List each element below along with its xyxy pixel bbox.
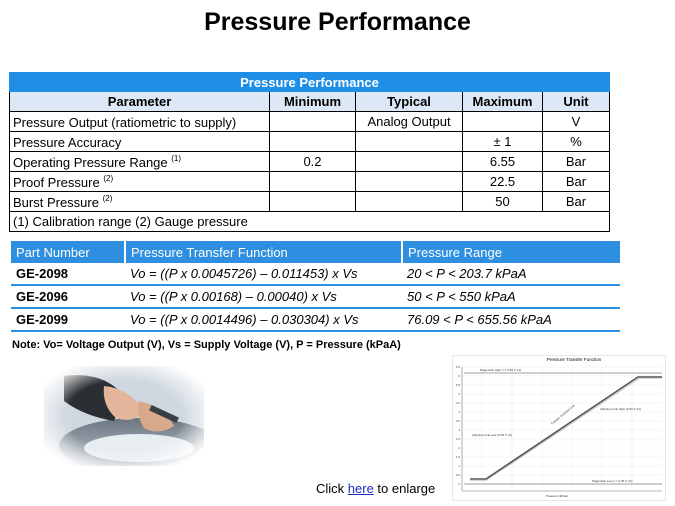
transfer-function: Vo = ((P x 0.0045726) – 0.011453) x Vs [125,263,402,286]
cell-parameter: Pressure Output (ratiometric to supply) [9,111,270,132]
y-tick: 6 [458,374,460,378]
part-header-row: Part Number Pressure Transfer Function P… [11,241,620,263]
cell-typical [355,151,463,172]
performance-table: Pressure Performance Parameter Minimum T… [9,72,610,232]
graph-title: Pressure Transfer Function [547,357,602,362]
clipping-high-label: Clipping Limit High (0.93 X Vs) [600,407,641,411]
cell-parameter: Proof Pressure (2) [9,171,270,192]
part-row: GE-2098 Vo = ((P x 0.0045726) – 0.011453… [11,263,620,286]
header-minimum: Minimum [269,91,356,112]
cell-unit: % [542,131,610,152]
part-number: GE-2098 [11,263,125,286]
enlarge-link[interactable]: here [347,481,374,496]
header-transfer-function: Pressure Transfer Function [125,241,403,263]
cell-maximum: 22.5 [462,171,543,192]
pressure-range: 76.09 < P < 655.56 kPaA [402,308,620,332]
y-tick: 3 [458,428,460,432]
table-row: Proof Pressure (2) 22.5 Bar [9,171,610,192]
y-tick: 4 [458,410,460,414]
y-tick: 5.5 [456,383,461,387]
enlarge-suffix: to enlarge [373,481,436,496]
header-pressure-range: Pressure Range [402,241,620,263]
cell-minimum [269,171,356,192]
cell-unit: Bar [542,151,610,172]
y-tick: 0 [458,482,460,486]
part-number: GE-2099 [11,308,125,332]
diagnostic-low-label: Diagnostic Low (<= 0.05 X Vs) [592,479,633,483]
cell-maximum: ± 1 [462,131,543,152]
cell-maximum [462,111,543,132]
pressure-range: 20 < P < 203.7 kPaA [402,263,620,286]
y-tick: 0.5 [456,473,461,477]
y-tick: 4.5 [456,401,461,405]
cell-parameter: Pressure Accuracy [9,131,270,152]
table-caption: Pressure Performance [9,72,610,92]
page-title: Pressure Performance [204,8,471,36]
cell-typical [355,171,463,192]
diagnostic-high-label: Diagnostic High (>= 0.95 X Vs) [480,368,521,372]
transfer-function: Vo = ((P x 0.00168) – 0.00040) x Vs [125,285,402,309]
header-maximum: Maximum [462,91,543,112]
transfer-function: Vo = ((P x 0.0014496) – 0.030304) x Vs [125,308,402,332]
cell-maximum: 50 [462,191,543,212]
cell-maximum: 6.55 [462,151,543,172]
header-unit: Unit [542,91,610,112]
y-tick: 6.5 [456,365,461,369]
header-part-number: Part Number [11,241,126,263]
table-row: Pressure Output (ratiometric to supply) … [9,111,610,132]
table-header-row: Parameter Minimum Typical Maximum Unit [9,91,610,112]
transfer-function-line [470,376,662,480]
y-tick: 5 [458,392,460,396]
cell-minimum [269,191,356,212]
part-row: GE-2096 Vo = ((P x 0.00168) – 0.00040) x… [11,285,620,309]
tire-sensor-photo [44,366,204,466]
pressure-range: 50 < P < 550 kPaA [402,285,620,309]
clipping-low-label: Clipping Limit Low (0.05 X Vs) [472,433,512,437]
transfer-function-shadow [470,378,662,481]
table-row: Operating Pressure Range (1) 0.2 6.55 Ba… [9,151,610,172]
cell-unit: Bar [542,171,610,192]
part-number-table: Part Number Pressure Transfer Function P… [11,241,620,332]
y-tick: 1.5 [456,455,461,459]
footnote-row: (1) Calibration range (2) Gauge pressure [9,211,610,232]
cell-parameter: Operating Pressure Range (1) [9,151,270,172]
table-footnote: (1) Calibration range (2) Gauge pressure [9,211,610,232]
header-parameter: Parameter [9,91,270,112]
cell-minimum [269,111,356,132]
part-row: GE-2099 Vo = ((P x 0.0014496) – 0.030304… [11,308,620,332]
x-axis-label: Pressure (kPaA) [546,494,568,498]
cell-typical: Analog Output [355,111,463,132]
transfer-function-graph[interactable]: Pressure Transfer Function 6.5 6 5.5 5 4… [452,355,666,501]
cell-unit: V [542,111,610,132]
cell-minimum: 0.2 [269,151,356,172]
cell-typical [355,131,463,152]
y-tick: 2.5 [456,437,461,441]
header-typical: Typical [355,91,463,112]
table-row: Pressure Accuracy ± 1 % [9,131,610,152]
enlarge-prefix: Click [316,481,348,496]
y-tick: 2 [458,446,460,450]
cell-parameter: Burst Pressure (2) [9,191,270,212]
note-text: Note: Vo= Voltage Output (V), Vs = Suppl… [12,339,401,351]
enlarge-caption: Click here to enlarge [316,481,435,496]
cell-typical [355,191,463,212]
cell-minimum [269,131,356,152]
cell-unit: Bar [542,191,610,212]
table-row: Burst Pressure (2) 50 Bar [9,191,610,212]
part-number: GE-2096 [11,285,125,309]
y-tick: 1 [458,464,460,468]
y-tick: 3.5 [456,419,461,423]
